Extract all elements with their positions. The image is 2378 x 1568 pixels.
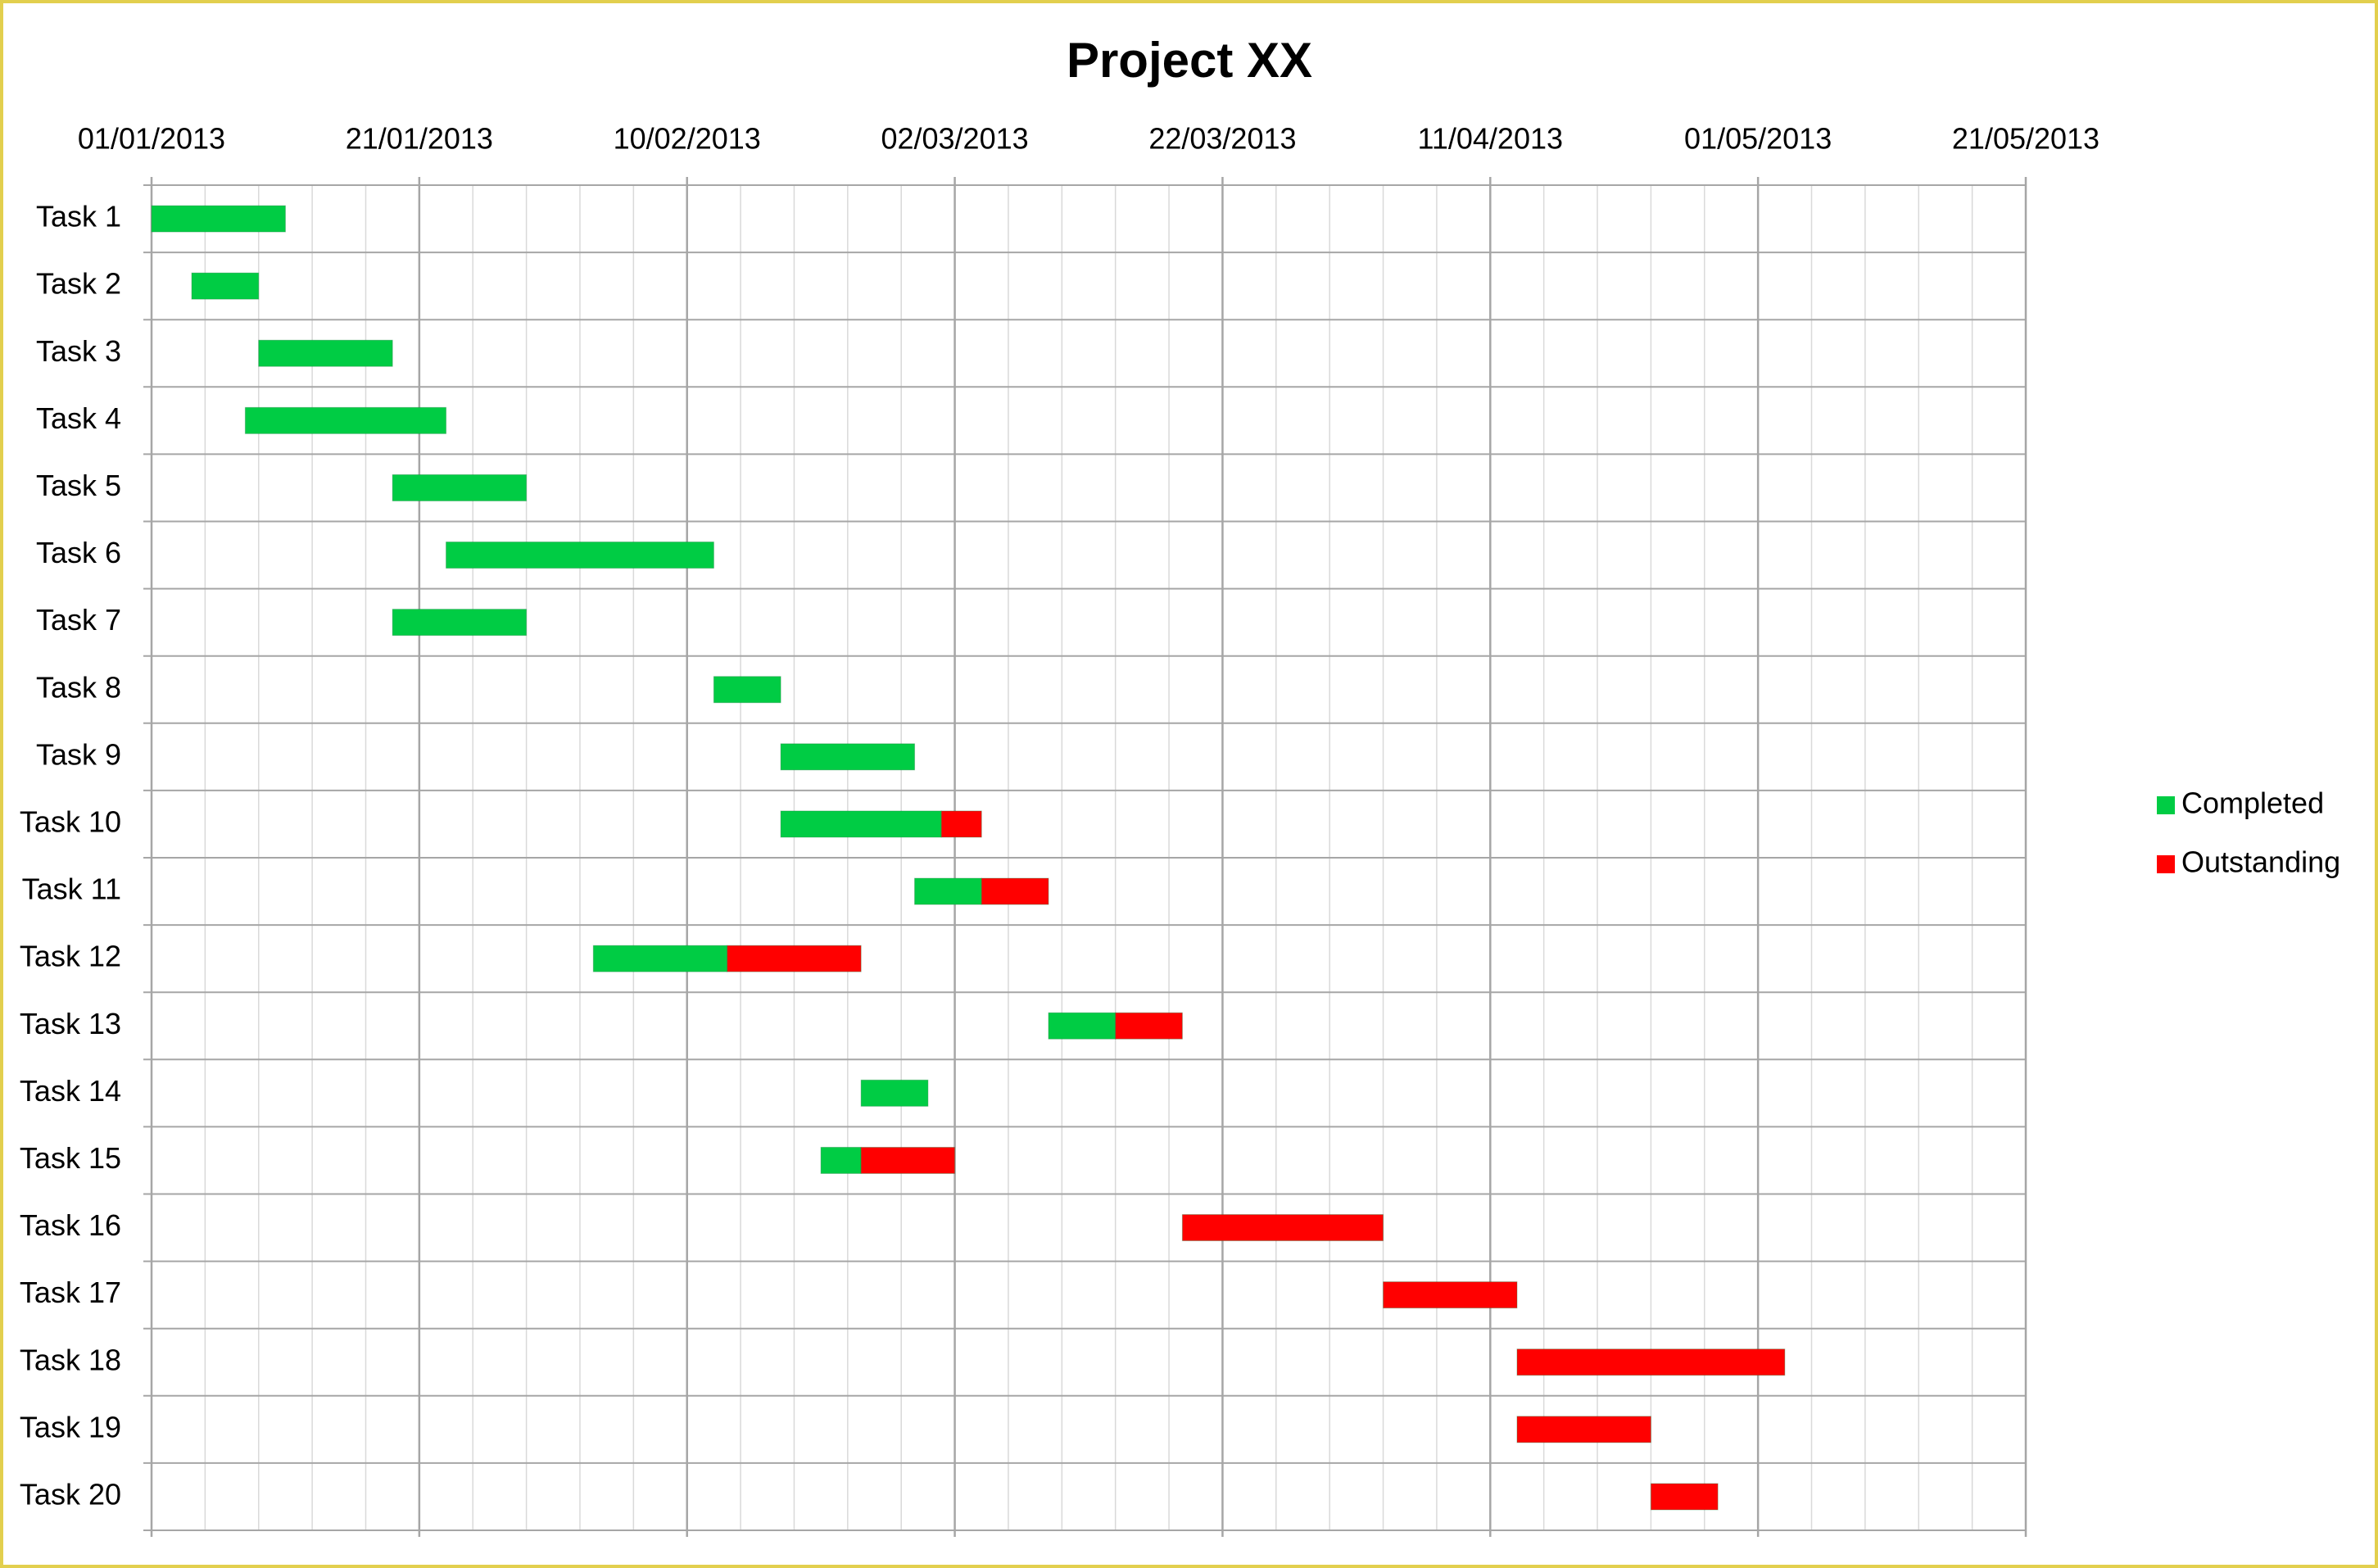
bar-segment — [1048, 1012, 1117, 1040]
bar-segment — [713, 676, 781, 704]
bar-segment — [1650, 1483, 1719, 1511]
bar-segment — [191, 272, 260, 300]
bar-segment — [151, 205, 286, 233]
bar-segment — [940, 810, 982, 838]
bar-segment — [1516, 1348, 1786, 1376]
bar-segment — [860, 1079, 929, 1107]
bar-segment — [446, 542, 714, 569]
bar-segment — [981, 877, 1049, 905]
x-tick-label: 01/05/2013 — [1684, 122, 1832, 156]
task-label: Task 16 — [20, 1208, 121, 1242]
bar-segment — [1115, 1012, 1183, 1040]
task-label: Task 17 — [20, 1276, 121, 1309]
task-label: Task 2 — [36, 267, 121, 301]
legend-swatch — [2157, 855, 2175, 873]
chart-title: Project XX — [1067, 33, 1312, 88]
x-tick-label: 01/01/2013 — [78, 122, 225, 156]
task-label: Task 6 — [36, 536, 121, 569]
bar-segment — [1516, 1416, 1651, 1443]
task-label: Task 19 — [20, 1410, 121, 1443]
x-tick-label: 21/05/2013 — [1952, 122, 2099, 156]
legend-label: Outstanding — [2181, 845, 2340, 879]
x-tick-label: 02/03/2013 — [881, 122, 1028, 156]
task-label: Task 14 — [20, 1074, 121, 1108]
x-tick-label: 21/01/2013 — [346, 122, 493, 156]
task-label: Task 1 — [36, 200, 121, 233]
bar-segment — [592, 945, 728, 972]
task-label: Task 4 — [36, 401, 121, 435]
task-label: Task 15 — [20, 1141, 121, 1175]
task-label: Task 8 — [36, 670, 121, 704]
legend-label: Completed — [2181, 786, 2324, 820]
task-label: Task 3 — [36, 334, 121, 368]
task-label: Task 9 — [36, 737, 121, 771]
x-tick-label: 22/03/2013 — [1148, 122, 1296, 156]
task-label: Task 12 — [20, 940, 121, 973]
legend-swatch — [2157, 796, 2175, 814]
bar-segment — [244, 406, 447, 434]
task-label: Task 13 — [20, 1007, 121, 1040]
bar-segment — [820, 1146, 862, 1174]
bar-segment — [1181, 1214, 1384, 1242]
bar-segment — [392, 609, 528, 637]
bar-segment — [1383, 1281, 1518, 1309]
bar-segment — [727, 945, 862, 972]
task-label: Task 20 — [20, 1477, 121, 1511]
bar-segment — [780, 743, 916, 771]
bar-segment — [860, 1146, 956, 1174]
task-label: Task 5 — [36, 469, 121, 502]
task-label: Task 18 — [20, 1343, 121, 1376]
task-label: Task 11 — [22, 872, 121, 906]
task-label: Task 7 — [36, 603, 121, 637]
bar-segment — [392, 474, 528, 501]
x-tick-label: 11/04/2013 — [1418, 122, 1564, 156]
bar-segment — [258, 339, 393, 367]
bar-segment — [780, 810, 942, 838]
task-label: Task 10 — [20, 804, 121, 838]
bar-segment — [914, 877, 982, 905]
x-tick-label: 10/02/2013 — [614, 122, 761, 156]
